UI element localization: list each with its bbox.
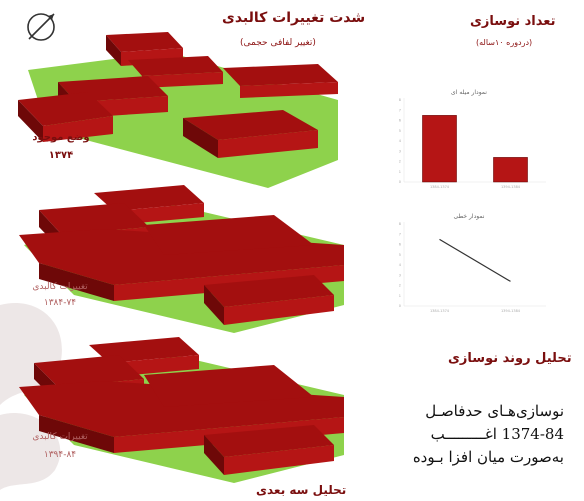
- bar: [422, 115, 457, 183]
- x-tick-label: 1384-1374: [430, 309, 450, 313]
- y-tick-label: 8: [399, 222, 401, 226]
- diagram-heading: شدت تغییرات کالبدی: [222, 10, 366, 26]
- y-tick-label: 4: [399, 139, 402, 143]
- y-tick-label: 2: [399, 284, 401, 288]
- block-diagram-existing: [18, 32, 338, 188]
- analysis-heading: تحلیل روند نوسازی: [448, 351, 572, 366]
- building-block: [18, 92, 113, 142]
- north-arrow-icon: [27, 13, 55, 41]
- y-tick-label: 7: [399, 108, 401, 112]
- renewal-count-subheading: (دردوره ۱۰ساله): [476, 38, 533, 47]
- y-tick-label: 3: [399, 149, 401, 153]
- y-tick-label: 7: [399, 232, 401, 236]
- renewal-count-heading: تعداد نوسازی: [470, 14, 556, 29]
- building-block: [204, 425, 334, 475]
- x-tick-label: 1394-1384: [501, 185, 521, 189]
- panel-year-existing: ۱۳۷۴: [48, 150, 74, 161]
- analysis-line-2: 1374-84 اغـــــــــب: [430, 425, 564, 443]
- panel-year-1374-84: ۱۳۸۴-۷۴: [43, 298, 77, 308]
- panel-year-1384-94: ۱۳۹۴-۸۴: [43, 450, 77, 460]
- y-tick-label: 5: [399, 129, 401, 133]
- bar-chart: نمودار میله ای 0 1 2 3 4 5 6 7 8 1384-1374 1394-13…: [384, 84, 554, 192]
- panel-label-existing: وضع موجود: [32, 132, 90, 143]
- y-tick-label: 5: [399, 253, 401, 257]
- line-chart-background: [384, 208, 554, 316]
- building-block: [204, 275, 334, 325]
- x-tick-label: 1384-1374: [430, 185, 450, 189]
- analysis-line-3: به‌صورت میان افزا بـوده: [412, 448, 564, 466]
- y-tick-label: 8: [399, 98, 401, 102]
- y-tick-label: 6: [399, 119, 401, 123]
- building-block: [128, 56, 223, 88]
- block-diagram-1374-84: [19, 185, 344, 333]
- line-chart: نمودار خطی 0 1 2 3 4 5 6 7 8 1384-1374 1394-1384: [384, 208, 554, 316]
- block-diagram-1384-94: [19, 337, 344, 483]
- x-tick-label: 1394-1384: [501, 309, 521, 313]
- line-series: [439, 238, 511, 282]
- y-tick-label: 0: [399, 180, 401, 184]
- analysis-line-1: نوسازی‌هـای حدفاصـل: [425, 402, 564, 420]
- building-block: [144, 365, 314, 407]
- y-tick-label: 3: [399, 273, 401, 277]
- bar-chart-title: نمودار میله ای: [451, 89, 487, 96]
- analysis-body: نوسازی‌هـای حدفاصـل 1374-84 اغـــــــــب…: [384, 400, 564, 469]
- y-tick-label: 2: [399, 160, 401, 164]
- footer-3d-analysis-label: تحلیل سه بعدی: [256, 483, 347, 497]
- building-block: [183, 110, 318, 158]
- y-tick-label: 1: [399, 294, 401, 298]
- y-tick-label: 0: [399, 304, 401, 308]
- building-block: [144, 215, 314, 255]
- diagram-subheading: (تغییر لفافی حجمی): [240, 38, 316, 48]
- y-tick-label: 4: [399, 263, 402, 267]
- panel-label-1374-84: تغییرات کالبدی: [32, 282, 88, 292]
- bar-chart-background: [384, 84, 554, 192]
- y-tick-label: 6: [399, 243, 401, 247]
- line-chart-title: نمودار خطی: [453, 213, 484, 220]
- y-tick-label: 1: [399, 170, 401, 174]
- building-block: [223, 64, 338, 98]
- panel-label-1384-94: تغییرات کالبدی: [32, 432, 88, 442]
- bar: [493, 157, 528, 183]
